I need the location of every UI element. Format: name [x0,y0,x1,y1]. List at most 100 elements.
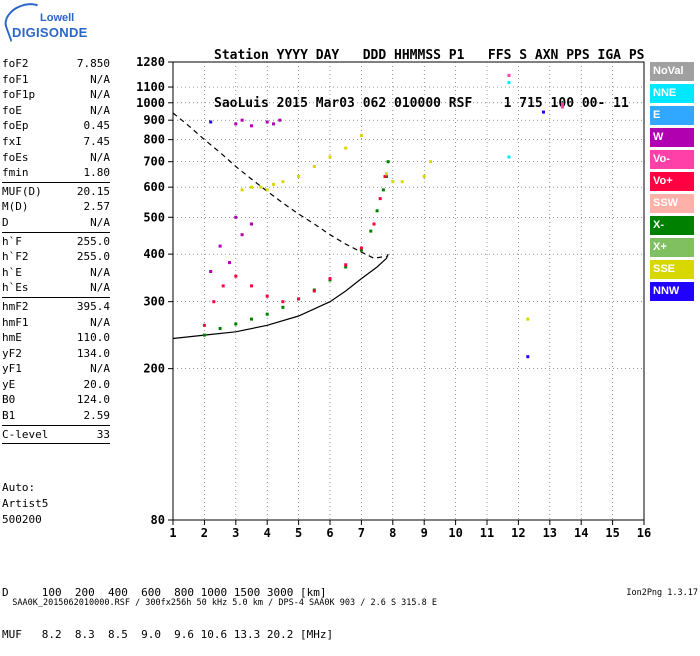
param-row: hmF1 N/A [2,315,110,331]
echo-point [375,209,379,213]
param-row: D N/A [2,215,110,231]
legend-item: NNW [650,282,694,301]
param-name: h`E [2,265,22,279]
param-value: 33 [96,427,110,441]
param-value: 7.850 [76,57,110,70]
y-tick-label: 900 [143,113,165,127]
param-separator [2,181,110,183]
param-row: M(D) 2.57 [2,199,110,215]
x-tick-label: 14 [574,526,588,540]
param-name: M(D) [2,200,29,214]
auto-label: Auto: [2,481,36,494]
station-header: Station YYYY DAY DDD HHMMSS P1 FFS S AXN… [214,16,644,128]
legend-item: Vo+ [650,172,694,191]
param-name: foEp [2,119,29,133]
param-name: foEs [2,150,29,164]
echo-point [369,229,373,233]
param-name: yF1 [2,362,22,376]
param-row: B1 2.59 [2,408,110,424]
param-value: 134.0 [76,346,110,360]
param-value: 255.0 [76,234,110,248]
x-tick-label: 7 [358,526,365,540]
echo-point [381,188,385,192]
param-name: fxI [2,134,22,148]
y-tick-label: 80 [151,513,165,527]
param-row: h`F2 255.0 [2,249,110,265]
param-name: yF2 [2,346,22,360]
x-tick-label: 3 [232,526,239,540]
param-value: N/A [90,315,110,329]
x-tick-label: 4 [264,526,271,540]
polarization-legend: NoVal NNE E W Vo- Vo+ SSW X- X+ SSE NNW [650,62,694,304]
param-value: N/A [90,265,110,279]
echo-point [265,120,269,124]
version-label: Ion2Png 1.3.17 [626,588,698,598]
echo-point [221,284,225,288]
x-tick-label: 11 [480,526,494,540]
echo-point [202,323,206,327]
echo-point [240,188,244,192]
y-tick-label: 200 [143,362,165,376]
param-row: foEp 0.45 [2,118,110,134]
param-row: C-level 33 [2,427,110,443]
echo-point [234,122,238,126]
legend-item: SSW [650,194,694,213]
logo-line1: Lowell [40,12,75,24]
echo-point [429,160,432,164]
echo-point [359,248,363,252]
echo-point [312,289,316,293]
legend-item: NoVal [650,62,694,81]
x-tick-label: 8 [389,526,396,540]
param-name: B1 [2,409,16,423]
param-row: B0 124.0 [2,392,110,408]
echo-point [265,312,269,316]
autoscaling-info: Auto: Artist5 500200 [2,480,48,528]
echo-point [344,265,348,269]
echo-point [328,277,332,281]
param-value: N/A [90,281,110,295]
echo-point [560,105,564,109]
distance-row: D 100 200 400 600 800 1000 1500 3000 [km… [2,586,327,599]
echo-point [281,300,285,304]
echo-point [383,175,387,178]
lowell-digisonde-logo: Lowell DIGISONDE [0,0,87,50]
echo-point [250,124,253,128]
param-value: 110.0 [76,331,110,345]
x-tick-label: 15 [605,526,619,540]
param-row: h`E N/A [2,265,110,281]
param-name: foF1 [2,72,29,86]
model-curve-dashed [172,112,387,259]
echo-point [250,284,253,288]
param-name: D [2,215,9,229]
echo-point [359,134,363,138]
param-name: h`F [2,234,22,248]
param-name: h`F2 [2,250,29,264]
param-row: foF2 7.850 [2,56,110,72]
auto-code: 500200 [2,513,42,526]
echo-point [526,355,530,359]
echo-point [297,297,301,301]
echo-point [272,122,275,126]
x-tick-label: 5 [295,526,302,540]
param-value: 124.0 [76,393,110,407]
echo-point [391,180,395,184]
param-value: N/A [90,150,110,164]
legend-item: X+ [650,238,694,257]
echo-point [218,244,222,248]
param-value: 255.0 [76,250,110,264]
echo-point [278,118,282,122]
param-separator [2,296,110,298]
x-tick-label: 13 [543,526,557,540]
echo-point [400,180,404,184]
param-value: 1.80 [83,166,111,180]
x-tick-label: 2 [201,526,208,540]
y-tick-label: 1280 [136,55,165,69]
echo-point [378,197,382,201]
param-name: foF1p [2,88,36,102]
logo-line2: DIGISONDE [12,25,88,40]
x-tick-label: 12 [511,526,525,540]
echo-point [265,188,269,192]
param-separator [2,443,110,445]
param-row: foEs N/A [2,150,110,166]
param-value: N/A [90,362,110,376]
